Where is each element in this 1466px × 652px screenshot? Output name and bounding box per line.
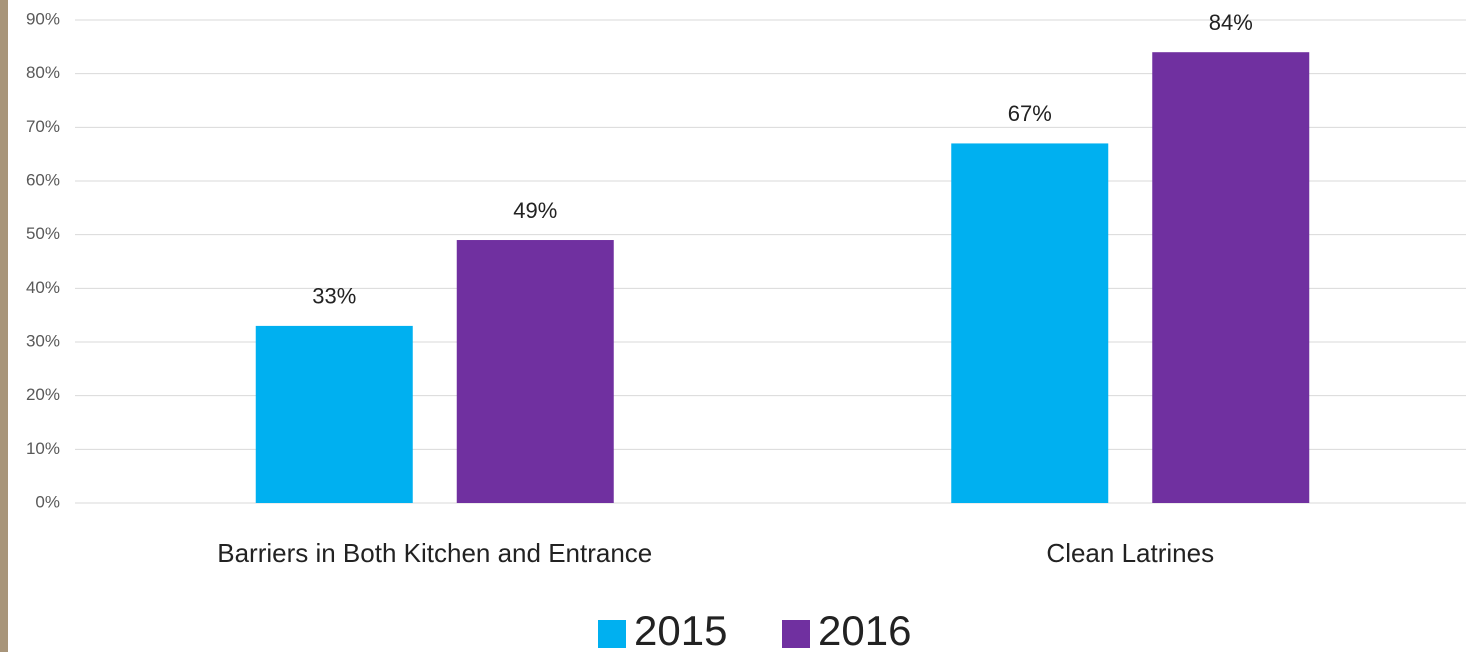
y-tick-label: 0% [35, 492, 60, 511]
y-tick-label: 50% [26, 224, 60, 243]
bar [951, 143, 1109, 503]
value-label: 67% [1008, 101, 1052, 126]
y-tick-label: 40% [26, 278, 60, 297]
value-label: 49% [513, 198, 557, 223]
bar [1152, 52, 1310, 503]
y-tick-label: 70% [26, 117, 60, 136]
x-tick-label: Clean Latrines [1046, 538, 1214, 568]
y-tick-label: 60% [26, 170, 60, 189]
bar [255, 325, 413, 503]
y-tick-label: 30% [26, 331, 60, 350]
legend-swatch [598, 620, 626, 648]
y-tick-label: 80% [26, 63, 60, 82]
value-label: 84% [1209, 10, 1253, 35]
legend-swatch [782, 620, 810, 648]
x-tick-label: Barriers in Both Kitchen and Entrance [217, 538, 652, 568]
y-tick-label: 20% [26, 385, 60, 404]
y-tick-label: 90% [26, 9, 60, 28]
legend-label: 2015 [634, 607, 727, 652]
background-strip [0, 0, 8, 652]
y-tick-label: 10% [26, 439, 60, 458]
value-label: 33% [312, 284, 356, 309]
legend-label: 2016 [818, 607, 911, 652]
bar [456, 240, 614, 504]
